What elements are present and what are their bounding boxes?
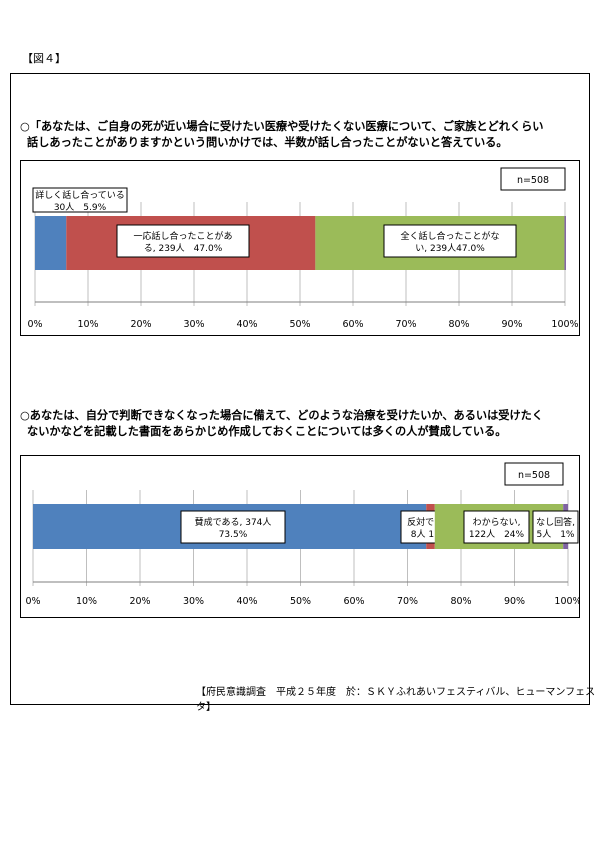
data-label-box bbox=[463, 510, 530, 544]
data-label: 5人 1% bbox=[536, 529, 574, 540]
data-label: なし回答, bbox=[536, 516, 575, 528]
figure-label: 【図４】 bbox=[22, 52, 66, 65]
question-2: ○あなたは、自分で判断できなくなった場合に備えて、どのような治療を受けたいか、あ… bbox=[20, 408, 590, 440]
source-note: 【府民意識調査 平成２５年度 於：ＳＫＹふれあいフェスティバル、ヒューマンフェス… bbox=[196, 687, 596, 713]
data-label: 賛成である, 374人 bbox=[195, 516, 272, 528]
sample-size-box bbox=[504, 462, 564, 486]
sample-size-box bbox=[500, 167, 566, 191]
x-tick-label: 80% bbox=[448, 319, 469, 330]
x-tick-label: 100% bbox=[551, 319, 578, 330]
x-tick-label: 90% bbox=[504, 596, 525, 607]
data-label: 全く話し合ったことがな bbox=[400, 230, 499, 242]
data-label: わからない, bbox=[473, 517, 521, 528]
chart-1-svg: 0% 10% 20% 30% 40% 50% 60% 70% 80% 90% 100% 詳しく話し合っ… bbox=[27, 167, 579, 330]
x-tick-label: 10% bbox=[76, 596, 97, 607]
chart-2-box: 0% 10% 20% 30% 40% 50% 60% 70% 80% 90% 100% 賛成である, … bbox=[20, 455, 580, 618]
data-label: 73.5% bbox=[219, 530, 248, 540]
x-tick-label: 60% bbox=[342, 319, 363, 330]
question-2-line-2: ないかなどを記載した書面をあらかじめ作成しておくことについては多くの人が賛成して… bbox=[27, 425, 507, 438]
x-tick-label: 40% bbox=[236, 319, 257, 330]
question-1-line-1: ○「あなたは、ご自身の死が近い場合に受けたい医療や受けたくない医療について、ご家… bbox=[20, 120, 544, 133]
x-tick-label: 30% bbox=[183, 319, 204, 330]
data-label-box bbox=[532, 510, 579, 544]
question-1-line-2: 話しあったことがありますかという問いかけでは、半数が話し合ったことがないと答えて… bbox=[27, 136, 508, 149]
x-tick-label: 80% bbox=[450, 596, 471, 607]
data-label: る, 239人 47.0% bbox=[144, 243, 223, 254]
x-tick-label: 70% bbox=[395, 319, 416, 330]
x-tick-label: 70% bbox=[397, 596, 418, 607]
sample-size-label: n=508 bbox=[518, 470, 550, 481]
bar-segment bbox=[35, 216, 67, 270]
x-tick-label: 50% bbox=[289, 319, 310, 330]
x-tick-label: 20% bbox=[130, 319, 151, 330]
x-tick-label: 30% bbox=[183, 596, 204, 607]
bar-segment bbox=[564, 216, 566, 270]
data-label: 8人 1.6% bbox=[411, 529, 452, 540]
question-2-line-1: ○あなたは、自分で判断できなくなった場合に備えて、どのような治療を受けたいか、あ… bbox=[20, 409, 544, 422]
sample-size-label: n=508 bbox=[517, 175, 549, 186]
x-tick-label: 50% bbox=[290, 596, 311, 607]
data-label-box bbox=[180, 510, 286, 544]
x-tick-label: 60% bbox=[343, 596, 364, 607]
chart-2-svg: 0% 10% 20% 30% 40% 50% 60% 70% 80% 90% 100% 賛成である, … bbox=[25, 462, 579, 607]
x-tick-label: 90% bbox=[501, 319, 522, 330]
chart-1-box: 0% 10% 20% 30% 40% 50% 60% 70% 80% 90% 100% 詳しく話し合っ… bbox=[20, 160, 580, 336]
x-tick-label: 20% bbox=[129, 596, 150, 607]
data-label-box bbox=[32, 187, 128, 213]
question-1: ○「あなたは、ご自身の死が近い場合に受けたい医療や受けたくない医療について、ご家… bbox=[20, 119, 590, 151]
x-tick-label: 100% bbox=[554, 596, 579, 607]
data-label: い, 239人47.0% bbox=[415, 243, 485, 254]
x-tick-label: 0% bbox=[25, 596, 40, 607]
x-tick-label: 0% bbox=[27, 319, 42, 330]
figure-frame bbox=[10, 73, 590, 705]
data-label: 122人 24% bbox=[469, 529, 525, 540]
x-tick-label: 10% bbox=[77, 319, 98, 330]
data-label: 30人 5.9% bbox=[54, 202, 107, 213]
x-tick-label: 40% bbox=[236, 596, 257, 607]
data-label-box bbox=[116, 224, 250, 258]
data-label: 詳しく話し合っている bbox=[35, 189, 125, 201]
data-label-box bbox=[383, 224, 517, 258]
data-label: 一応話し合ったことがあ bbox=[133, 230, 232, 242]
